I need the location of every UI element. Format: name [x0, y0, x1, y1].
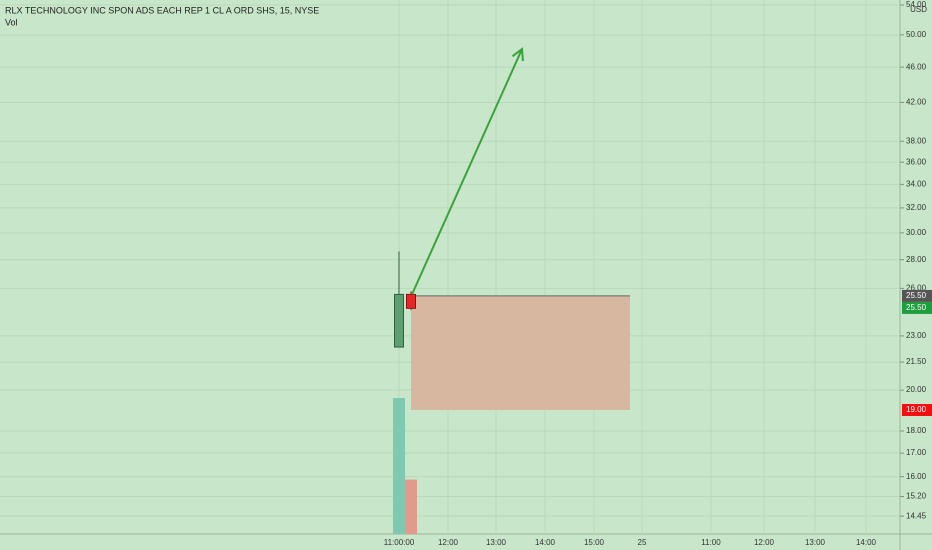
y-axis-label: USD [910, 5, 927, 14]
x-tick-label: 11:00:00 [384, 538, 415, 547]
y-tick-label: 34.00 [906, 179, 927, 188]
y-tick-label: 36.00 [906, 157, 927, 166]
y-tick-label: 14.45 [906, 511, 927, 520]
price-label-box [902, 289, 932, 302]
short-position [411, 295, 630, 411]
y-tick-label: 16.00 [906, 472, 927, 481]
y-tick-label: 17.00 [906, 448, 927, 457]
y-tick-label: 42.00 [906, 98, 927, 107]
x-tick-label: 12:00 [754, 538, 775, 547]
arrow-head [511, 47, 524, 62]
x-tick-label: 25 [638, 538, 647, 547]
x-tick-label: 15:00 [584, 538, 605, 547]
price-label-box [902, 404, 932, 417]
y-tick-label: 26.00 [906, 284, 927, 293]
y-tick-label: 54.00 [906, 0, 927, 9]
x-tick-label: 13:00 [805, 538, 826, 547]
y-tick-label: 32.00 [906, 203, 927, 212]
candle-body [406, 293, 416, 309]
arrow-line [411, 48, 523, 295]
y-tick-label: 15.20 [906, 492, 927, 501]
y-tick-label: 38.00 [906, 136, 927, 145]
y-tick-label: 28.00 [906, 255, 927, 264]
price-label-box [902, 301, 932, 314]
subtitle: Vol [5, 17, 18, 27]
price-label: 19.00 [906, 405, 927, 414]
y-tick-label: 50.00 [906, 30, 927, 39]
x-tick-label: 11:00 [701, 538, 721, 547]
candle-body [394, 293, 404, 348]
y-tick-label: 21.50 [906, 357, 927, 366]
x-tick-label: 13:00 [486, 538, 507, 547]
y-tick-label: 46.00 [906, 62, 927, 71]
price-label: 25.50 [906, 303, 927, 312]
y-tick-label: 23.00 [906, 331, 927, 340]
x-tick-label: 12:00 [438, 538, 459, 547]
volume-bar [405, 479, 417, 534]
y-tick-label: 18.00 [906, 426, 927, 435]
y-tick-label: 30.00 [906, 228, 927, 237]
x-tick-label: 14:00 [856, 538, 877, 547]
chart-title: RLX TECHNOLOGY INC SPON ADS EACH REP 1 C… [5, 5, 319, 15]
y-tick-label: 20.00 [906, 385, 927, 394]
x-tick-label: 14:00 [535, 538, 556, 547]
price-label: 25.50 [906, 291, 927, 300]
volume-bar [393, 398, 405, 534]
